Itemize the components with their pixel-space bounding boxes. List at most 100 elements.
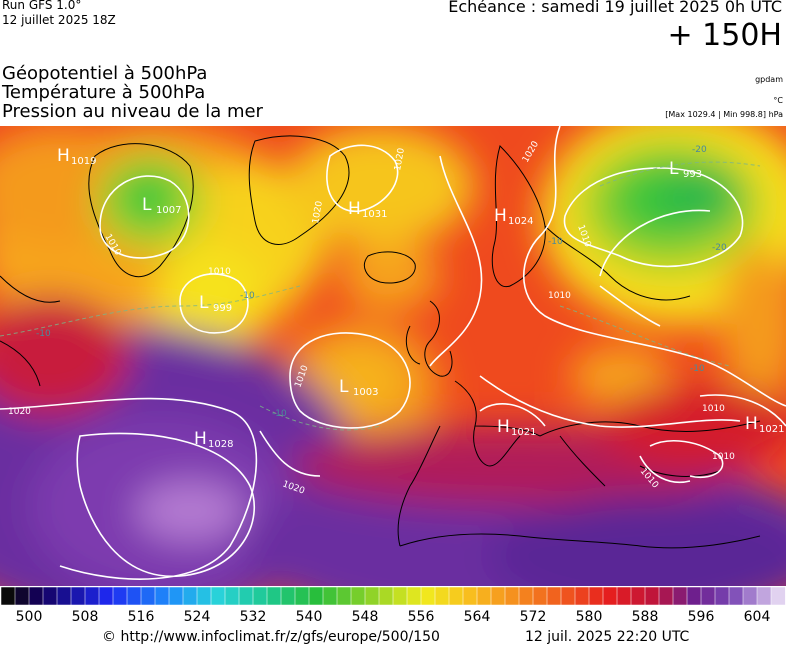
colorbar-swatch: [308, 586, 324, 606]
colorbar-swatch: [420, 586, 436, 606]
unit-gpdam: gpdam: [755, 75, 783, 84]
isotherm-label: -20: [692, 145, 707, 155]
pressure-center-value: 1024: [508, 216, 533, 227]
pressure-center-type: L: [142, 195, 152, 215]
colorbar-swatch: [0, 586, 16, 606]
isobar-label: 1010: [702, 404, 725, 414]
colorbar-swatch: [602, 586, 618, 606]
colorbar-swatch: [28, 586, 44, 606]
colorbar-swatch: [70, 586, 86, 606]
colorbar-swatch: [266, 586, 282, 606]
colorbar-swatch: [700, 586, 716, 606]
run-title: Run GFS 1.0°: [2, 0, 82, 12]
footer-url: © http://www.infoclimat.fr/z/gfs/europe/…: [102, 629, 440, 645]
colorbar-swatch: [504, 586, 520, 606]
colorbar-label: 500: [15, 609, 43, 625]
colorbar-swatch: [560, 586, 576, 606]
colorbar-swatch: [644, 586, 660, 606]
colorbar-swatch: [224, 586, 240, 606]
colorbar-swatch: [462, 586, 478, 606]
colorbar-label: 604: [743, 609, 771, 625]
colorbar-swatch: [616, 586, 632, 606]
colorbar-label: 524: [183, 609, 211, 625]
field-pressure: Pression au niveau de la mer: [2, 101, 263, 122]
colorbar-label: 588: [631, 609, 659, 625]
pressure-center-type: L: [339, 377, 349, 397]
isobar-label: 1010: [208, 267, 231, 277]
colorbar-swatch: [126, 586, 142, 606]
pressure-center-value: 993: [683, 169, 702, 180]
pressure-center-type: H: [745, 414, 758, 434]
colorbar-label: 596: [687, 609, 715, 625]
colorbar-swatch: [364, 586, 380, 606]
field-geopotential: Géopotentiel à 500hPa: [2, 63, 208, 84]
pressure-center-value: 1019: [71, 156, 96, 167]
colorbar-label: 532: [239, 609, 267, 625]
colorbar-swatch: [42, 586, 58, 606]
isobar-label: 1020: [311, 200, 325, 225]
colorbar-swatch: [490, 586, 506, 606]
pressure-extremes: [Max 1029.4 | Min 998.8] hPa: [665, 110, 783, 119]
colorbar-swatch: [84, 586, 100, 606]
colorbar: [0, 586, 786, 606]
isotherm-labels: -10 -10 -10 -20 -20 -10 -10: [36, 145, 727, 419]
colorbar-swatch: [210, 586, 226, 606]
isotherm-label: -10: [36, 329, 51, 339]
pressure-center-value: 999: [213, 303, 232, 314]
colorbar-swatch: [406, 586, 422, 606]
colorbar-swatch: [14, 586, 30, 606]
isobar-label: 1010: [712, 452, 735, 462]
colorbar-swatch: [182, 586, 198, 606]
colorbar-swatch: [140, 586, 156, 606]
pressure-center-value: 1021: [759, 424, 784, 435]
geopotential-shading: [0, 126, 786, 586]
isobar-label: 1020: [8, 407, 31, 417]
colorbar-swatch: [588, 586, 604, 606]
pressure-center-type: L: [669, 159, 679, 179]
colorbar-swatch: [252, 586, 268, 606]
colorbar-swatch: [476, 586, 492, 606]
colorbar-swatch: [112, 586, 128, 606]
colorbar-swatch: [728, 586, 744, 606]
isobars: [0, 126, 786, 580]
pressure-center-type: H: [194, 429, 207, 449]
pressure-center-value: 1003: [353, 387, 378, 398]
colorbar-label: 572: [519, 609, 547, 625]
lead-time: + 150H: [667, 18, 783, 53]
colorbar-swatch: [756, 586, 772, 606]
colorbar-swatch: [280, 586, 296, 606]
colorbar-label: 540: [295, 609, 323, 625]
run-date: 12 juillet 2025 18Z: [2, 13, 116, 27]
isobar-label: 1020: [393, 147, 407, 172]
colorbar-swatch: [448, 586, 464, 606]
pressure-center-value: 1028: [208, 439, 233, 450]
colorbar-label: 580: [575, 609, 603, 625]
footer-stamp: 12 juil. 2025 22:20 UTC: [525, 629, 690, 645]
colorbar-swatch: [686, 586, 702, 606]
pressure-center-value: 1007: [156, 205, 181, 216]
pressure-center-type: H: [497, 417, 510, 437]
pressure-center-type: H: [348, 199, 361, 219]
colorbar-label: 548: [351, 609, 379, 625]
isotherm-label: -10: [690, 364, 705, 374]
isotherm-label: -10: [272, 409, 287, 419]
field-temperature: Température à 500hPa: [2, 82, 206, 103]
colorbar-swatch: [168, 586, 184, 606]
forecast-valid-time: Echéance : samedi 19 juillet 2025 0h UTC: [448, 0, 782, 16]
colorbar-swatch: [98, 586, 114, 606]
colorbar-swatch: [322, 586, 338, 606]
unit-celsius: °C: [773, 96, 783, 105]
pressure-center-type: H: [57, 146, 70, 166]
colorbar-label: 564: [463, 609, 491, 625]
forecast-map: H 1019 L 1007 H 1031 H 1024 L 999 L 1003…: [0, 126, 786, 586]
colorbar-label: 516: [127, 609, 155, 625]
colorbar-swatch: [154, 586, 170, 606]
isotherm-label: -20: [712, 243, 727, 253]
colorbar-swatch: [574, 586, 590, 606]
pressure-center-type: L: [199, 293, 209, 313]
colorbar-swatch: [742, 586, 758, 606]
colorbar-swatch: [714, 586, 730, 606]
colorbar-swatch: [672, 586, 688, 606]
colorbar-swatch: [518, 586, 534, 606]
